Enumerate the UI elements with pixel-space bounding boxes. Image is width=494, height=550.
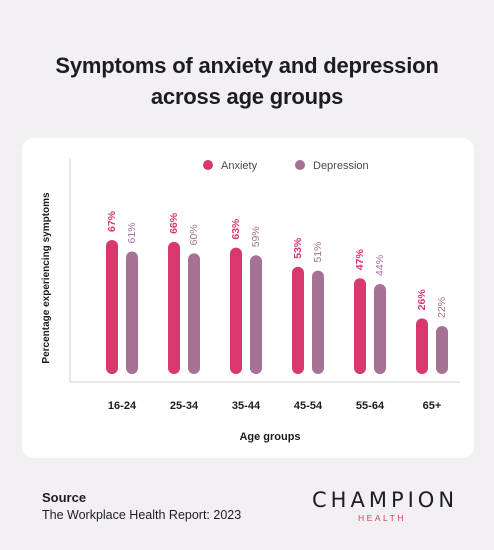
bars-group	[106, 240, 448, 374]
legend-label-depression: Depression	[313, 160, 369, 172]
source-heading: Source	[42, 490, 87, 505]
value-label-anxiety-16-24: 67%	[106, 210, 118, 232]
bar-anxiety-65+	[416, 318, 428, 374]
title-line-2: across age groups	[150, 84, 344, 109]
bar-depression-45-54	[312, 270, 324, 374]
value-label-depression-16-24: 61%	[126, 222, 138, 243]
chart-title: Symptoms of anxiety and depression acros…	[0, 50, 494, 112]
value-label-anxiety-45-54: 53%	[292, 237, 304, 259]
x-axis-label: Age groups	[239, 431, 300, 443]
value-label-depression-25-34: 60%	[188, 224, 200, 245]
champion-health-logo: CHAMPION HEALTH	[312, 488, 459, 523]
value-label-depression-65+: 22%	[436, 297, 448, 318]
legend: Anxiety Depression	[203, 160, 369, 172]
legend-swatch-depression	[295, 160, 305, 170]
bar-depression-35-44	[250, 255, 262, 374]
bar-anxiety-55-64	[354, 278, 366, 374]
value-label-anxiety-55-64: 47%	[354, 249, 366, 271]
x-tick-label-16-24: 16-24	[108, 400, 137, 412]
tick-labels-group: 16-24 25-34 35-44 45-54 55-64 65+	[108, 400, 441, 412]
logo-main-text: CHAMPION	[312, 488, 459, 512]
bar-anxiety-16-24	[106, 240, 118, 374]
bar-anxiety-35-44	[230, 247, 242, 374]
value-label-depression-45-54: 51%	[312, 242, 324, 263]
chart-svg: 67% 61% 66% 60% 63% 59% 53% 51% 47% 44% 26% 22% 16-…	[41, 158, 460, 443]
title-line-1: Symptoms of anxiety and depression	[55, 53, 439, 78]
legend-label-anxiety: Anxiety	[221, 160, 258, 172]
legend-swatch-anxiety	[203, 160, 213, 170]
x-tick-label-55-64: 55-64	[356, 400, 385, 412]
x-tick-label-35-44: 35-44	[232, 400, 261, 412]
bar-anxiety-25-34	[168, 241, 180, 374]
value-label-depression-35-44: 59%	[250, 226, 262, 247]
chart-card: 67% 61% 66% 60% 63% 59% 53% 51% 47% 44% 26% 22% 16-…	[22, 138, 474, 458]
y-axis-label: Percentage experiencing symptoms	[41, 192, 52, 364]
value-label-anxiety-65+: 26%	[416, 289, 428, 311]
value-label-depression-55-64: 44%	[374, 255, 386, 276]
bar-depression-25-34	[188, 253, 200, 374]
value-label-anxiety-25-34: 66%	[168, 212, 180, 234]
x-tick-label-25-34: 25-34	[170, 400, 199, 412]
x-tick-label-45-54: 45-54	[294, 400, 323, 412]
bar-depression-55-64	[374, 283, 386, 374]
bar-depression-65+	[436, 325, 448, 374]
x-tick-label-65+: 65+	[423, 400, 442, 412]
bar-depression-16-24	[126, 251, 138, 374]
bar-anxiety-45-54	[292, 266, 304, 374]
source-text: The Workplace Health Report: 2023	[42, 508, 242, 522]
logo-sub-text: HEALTH	[358, 513, 406, 523]
value-labels-group: 67% 61% 66% 60% 63% 59% 53% 51% 47% 44% 26% 22%	[106, 210, 448, 318]
value-label-anxiety-35-44: 63%	[230, 218, 242, 240]
